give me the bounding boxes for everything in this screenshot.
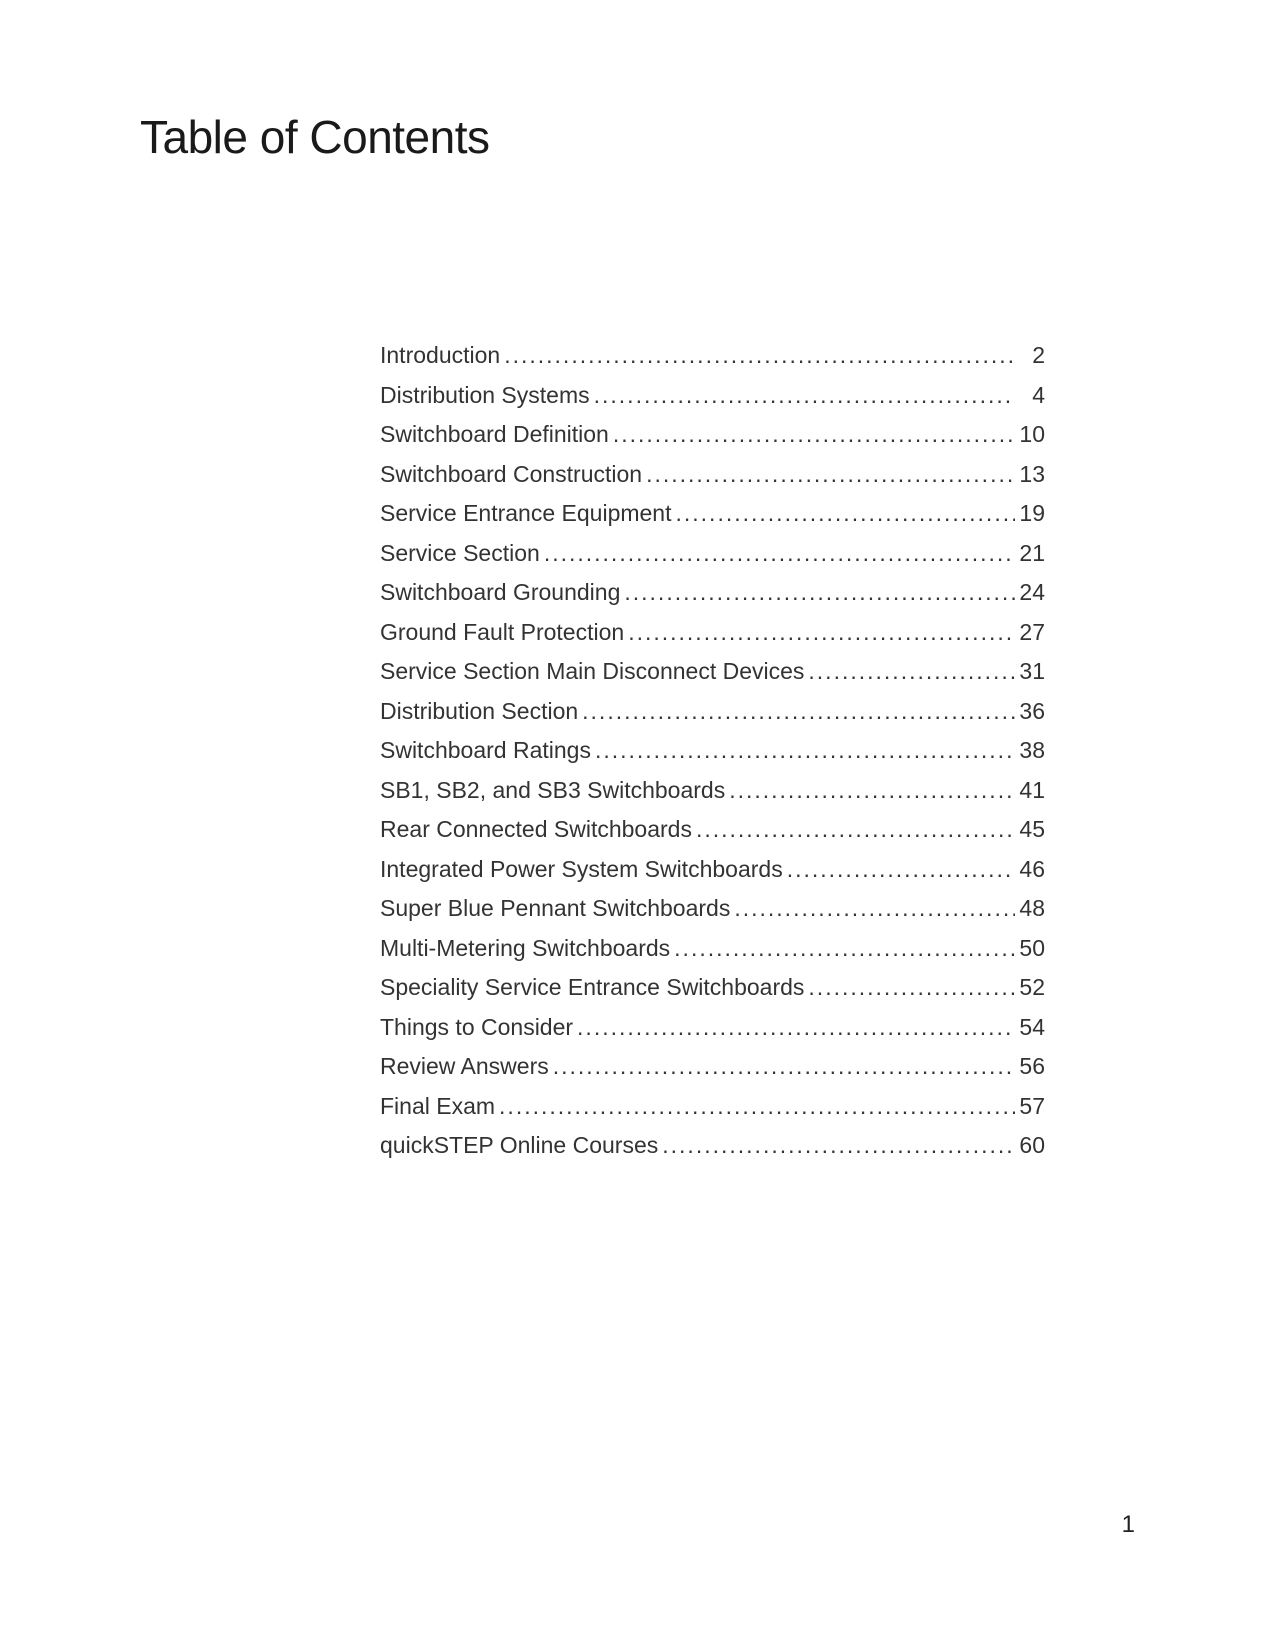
- toc-entry-label: Super Blue Pennant Switchboards: [380, 897, 734, 920]
- toc-entry-page: 4: [1015, 384, 1045, 407]
- toc-leader-dots: [734, 897, 1015, 920]
- toc-entry-page: 48: [1015, 897, 1045, 920]
- toc-entry: Rear Connected Switchboards 45: [380, 818, 1045, 841]
- toc-leader-dots: [676, 502, 1016, 525]
- toc-entry-page: 21: [1015, 542, 1045, 565]
- toc-leader-dots: [613, 423, 1015, 446]
- toc-leader-dots: [582, 700, 1015, 723]
- toc-entry-label: Distribution Systems: [380, 384, 594, 407]
- toc-entry-label: Service Section: [380, 542, 544, 565]
- toc-entry: Multi-Metering Switchboards 50: [380, 937, 1045, 960]
- document-page: Table of Contents Introduction 2 Distrib…: [0, 0, 1275, 1649]
- toc-entry-page: 46: [1015, 858, 1045, 881]
- toc-entry: Switchboard Construction 13: [380, 463, 1045, 486]
- toc-entry-label: Speciality Service Entrance Switchboards: [380, 976, 808, 999]
- toc-leader-dots: [662, 1134, 1015, 1157]
- toc-entry-page: 10: [1015, 423, 1045, 446]
- toc-entry: Distribution Section 36: [380, 700, 1045, 723]
- toc-leader-dots: [594, 384, 1015, 407]
- page-title: Table of Contents: [140, 110, 1135, 164]
- toc-entry-label: Ground Fault Protection: [380, 621, 628, 644]
- toc-entry: Speciality Service Entrance Switchboards…: [380, 976, 1045, 999]
- toc-entry-page: 60: [1015, 1134, 1045, 1157]
- toc-entry: Integrated Power System Switchboards 46: [380, 858, 1045, 881]
- toc-leader-dots: [808, 660, 1015, 683]
- toc-leader-dots: [553, 1055, 1015, 1078]
- toc-entry: Things to Consider 54: [380, 1016, 1045, 1039]
- toc-entry-label: Introduction: [380, 344, 504, 367]
- toc-entry: Service Section Main Disconnect Devices …: [380, 660, 1045, 683]
- toc-leader-dots: [504, 344, 1015, 367]
- toc-entry-page: 13: [1015, 463, 1045, 486]
- toc-entry-label: Service Section Main Disconnect Devices: [380, 660, 808, 683]
- toc-entry-label: SB1, SB2, and SB3 Switchboards: [380, 779, 729, 802]
- toc-entry-page: 57: [1015, 1095, 1045, 1118]
- toc-entry: quickSTEP Online Courses 60: [380, 1134, 1045, 1157]
- table-of-contents: Introduction 2 Distribution Systems 4 Sw…: [380, 344, 1045, 1157]
- toc-leader-dots: [696, 818, 1015, 841]
- toc-entry: Service Section 21: [380, 542, 1045, 565]
- toc-entry: Introduction 2: [380, 344, 1045, 367]
- toc-leader-dots: [787, 858, 1015, 881]
- toc-entry: Switchboard Ratings 38: [380, 739, 1045, 762]
- toc-entry-page: 50: [1015, 937, 1045, 960]
- toc-entry-page: 27: [1015, 621, 1045, 644]
- toc-entry-label: Distribution Section: [380, 700, 582, 723]
- toc-entry-page: 36: [1015, 700, 1045, 723]
- toc-leader-dots: [624, 581, 1015, 604]
- toc-entry-label: Switchboard Definition: [380, 423, 613, 446]
- toc-entry-label: Multi-Metering Switchboards: [380, 937, 674, 960]
- toc-entry-page: 19: [1015, 502, 1045, 525]
- toc-entry-label: Rear Connected Switchboards: [380, 818, 696, 841]
- toc-entry-page: 2: [1015, 344, 1045, 367]
- toc-entry-label: Switchboard Construction: [380, 463, 646, 486]
- toc-leader-dots: [729, 779, 1015, 802]
- toc-leader-dots: [544, 542, 1015, 565]
- toc-entry-page: 56: [1015, 1055, 1045, 1078]
- toc-entry-label: Switchboard Grounding: [380, 581, 624, 604]
- toc-entry-label: Final Exam: [380, 1095, 499, 1118]
- toc-entry: Final Exam 57: [380, 1095, 1045, 1118]
- toc-entry-page: 24: [1015, 581, 1045, 604]
- toc-entry: Review Answers 56: [380, 1055, 1045, 1078]
- toc-entry-label: Review Answers: [380, 1055, 553, 1078]
- toc-entry-page: 31: [1015, 660, 1045, 683]
- toc-leader-dots: [646, 463, 1015, 486]
- toc-entry-label: Service Entrance Equipment: [380, 502, 676, 525]
- toc-entry: Service Entrance Equipment 19: [380, 502, 1045, 525]
- toc-entry-page: 45: [1015, 818, 1045, 841]
- toc-leader-dots: [577, 1016, 1015, 1039]
- toc-leader-dots: [808, 976, 1015, 999]
- toc-entry-label: Integrated Power System Switchboards: [380, 858, 787, 881]
- toc-entry: Distribution Systems 4: [380, 384, 1045, 407]
- toc-entry: Super Blue Pennant Switchboards 48: [380, 897, 1045, 920]
- toc-entry: Switchboard Definition 10: [380, 423, 1045, 446]
- toc-entry-page: 38: [1015, 739, 1045, 762]
- toc-entry: Switchboard Grounding 24: [380, 581, 1045, 604]
- toc-leader-dots: [628, 621, 1015, 644]
- toc-entry-page: 54: [1015, 1016, 1045, 1039]
- toc-leader-dots: [674, 937, 1015, 960]
- page-number: 1: [1122, 1511, 1135, 1539]
- toc-entry-page: 41: [1015, 779, 1045, 802]
- toc-leader-dots: [595, 739, 1015, 762]
- toc-entry: Ground Fault Protection 27: [380, 621, 1045, 644]
- toc-entry-page: 52: [1015, 976, 1045, 999]
- toc-entry: SB1, SB2, and SB3 Switchboards 41: [380, 779, 1045, 802]
- toc-entry-label: quickSTEP Online Courses: [380, 1134, 662, 1157]
- toc-entry-label: Things to Consider: [380, 1016, 577, 1039]
- toc-leader-dots: [499, 1095, 1015, 1118]
- toc-entry-label: Switchboard Ratings: [380, 739, 595, 762]
